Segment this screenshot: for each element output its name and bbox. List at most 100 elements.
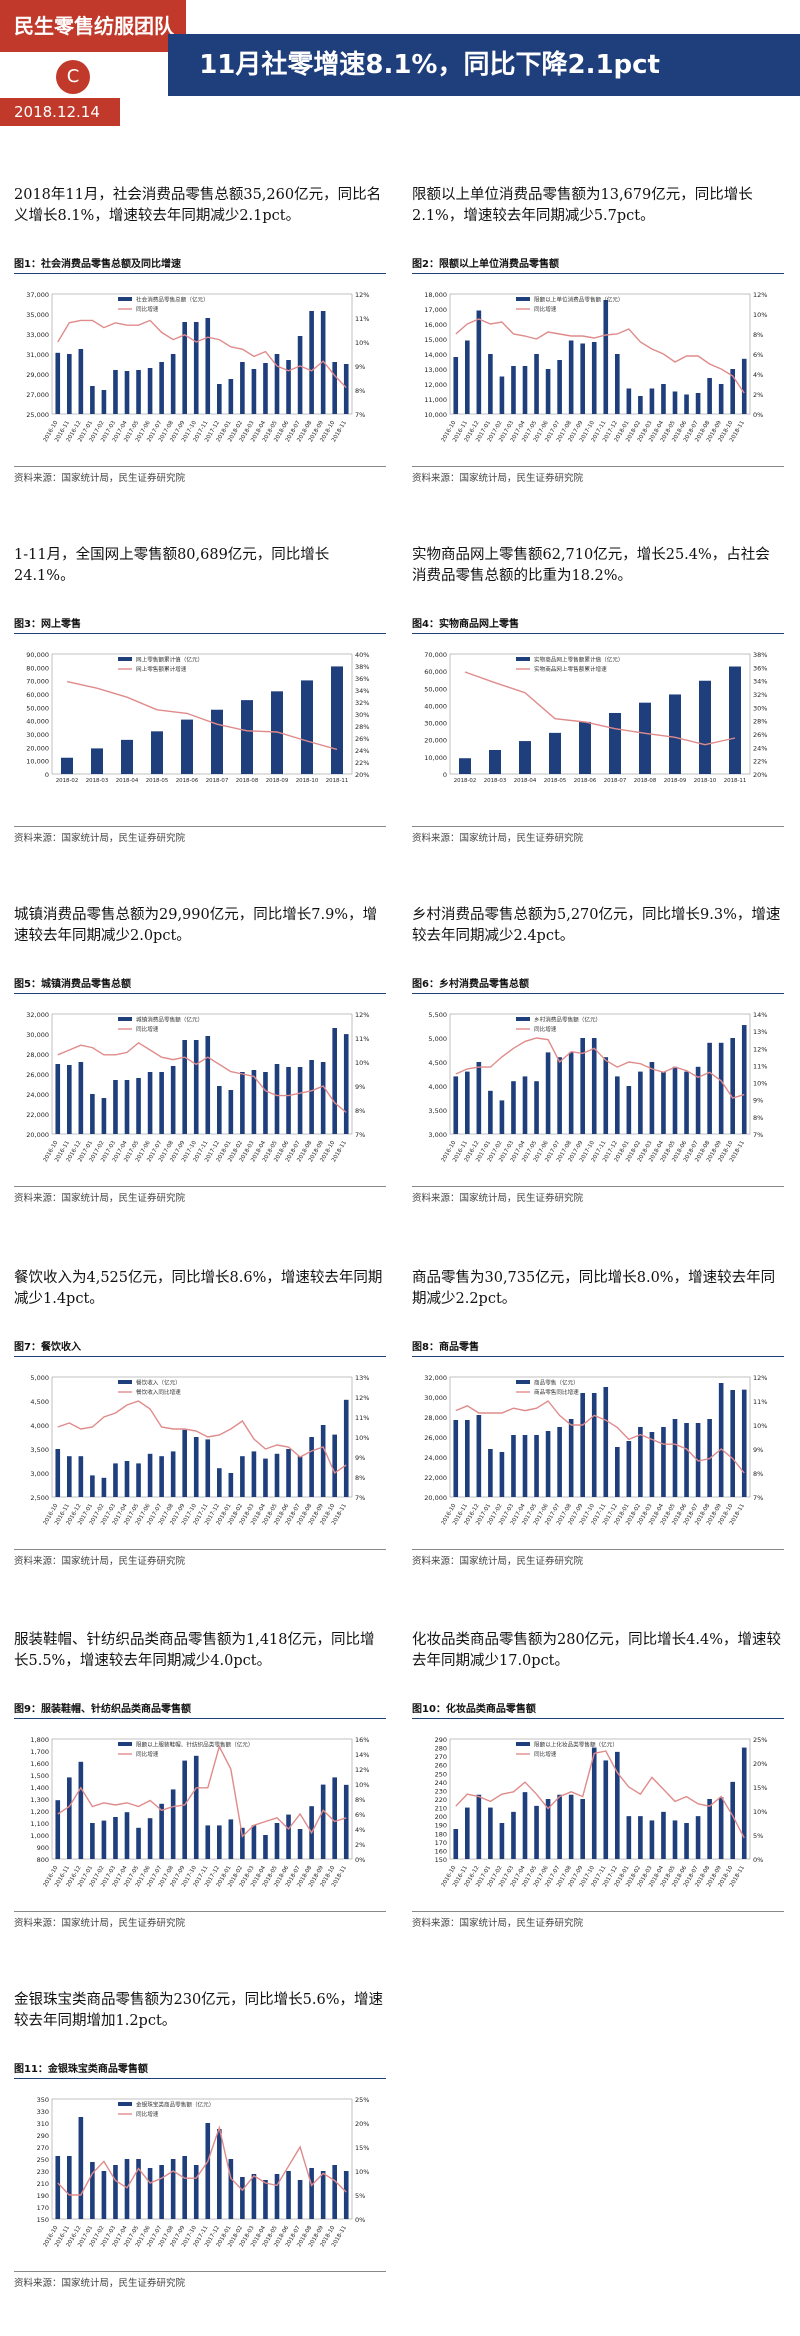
bar <box>557 1057 562 1134</box>
bar <box>170 1451 176 1497</box>
bar <box>707 1042 712 1134</box>
bar <box>332 1434 337 1497</box>
y-tick-label: 170 <box>435 1839 447 1847</box>
y-tick-label: 290 <box>37 2132 49 2140</box>
bar <box>661 1427 666 1497</box>
bar <box>217 1825 222 1859</box>
y2-tick-label: 25% <box>753 1736 767 1744</box>
y-tick-label: 5,000 <box>30 1374 49 1382</box>
legend-line-label: 同比增速 <box>136 1750 159 1758</box>
legend-bar-label: 限额以上单位消费品零售额（亿元） <box>534 296 624 304</box>
y-tick-label: 40,000 <box>26 718 49 726</box>
bar <box>182 2156 187 2219</box>
bar <box>580 343 585 414</box>
legend-line-label: 网上零售额累计增速 <box>136 665 187 673</box>
bar <box>55 2156 61 2219</box>
bar <box>684 394 689 414</box>
bar <box>591 342 597 414</box>
y2-tick-label: 20% <box>753 771 767 779</box>
x-tick-label: 2018-03 <box>484 778 507 784</box>
y2-tick-label: 15% <box>753 1784 767 1792</box>
bar <box>741 1025 747 1134</box>
bar <box>320 1425 326 1497</box>
combo-chart: 10,000 11,000 12,000 13,000 14,000 15,000 16,0… <box>424 291 767 443</box>
bar <box>741 1747 747 1859</box>
bar <box>263 1835 268 1859</box>
combo-chart: 25,000 27,000 29,000 31,000 33,000 35,000 37,0… <box>26 291 369 443</box>
bar <box>488 354 493 414</box>
bar <box>684 1823 689 1859</box>
bar <box>580 1038 585 1134</box>
bar <box>67 1065 72 1134</box>
bar <box>251 1825 257 1859</box>
bar <box>205 1036 211 1134</box>
y-tick-label: 35,000 <box>26 311 49 319</box>
y2-tick-label: 9% <box>753 1097 763 1105</box>
bar <box>332 362 337 414</box>
x-tick-label: 2018-09 <box>664 778 687 784</box>
y2-tick-label: 4% <box>753 371 763 379</box>
legend-line-label: 同比增速 <box>534 1750 557 1758</box>
y2-tick-label: 8% <box>753 1114 763 1122</box>
bar <box>343 1034 349 1134</box>
combo-chart: 20,000 22,000 24,000 26,000 28,000 30,000 32,0… <box>424 1374 767 1526</box>
bar <box>343 364 349 414</box>
legend-line-label: 同比增速 <box>136 1025 159 1033</box>
summary-text: 商品零售为30,735亿元，同比增长8.0%，增速较去年同期减少2.2pct。 <box>412 1270 776 1307</box>
bar <box>309 311 314 414</box>
y2-tick-label: 10% <box>355 2168 369 2176</box>
y2-tick-label: 6% <box>753 351 763 359</box>
bar <box>182 1040 187 1134</box>
bar <box>263 1072 268 1134</box>
bar <box>661 1811 666 1859</box>
y-tick-label: 1,400 <box>30 1784 49 1792</box>
y-tick-label: 150 <box>37 2216 49 2224</box>
legend-line-label: 同比增速 <box>534 1025 557 1033</box>
bar <box>159 1456 164 1497</box>
bar <box>343 1784 349 1859</box>
bar <box>568 1794 574 1859</box>
plot-frame <box>51 1013 353 1135</box>
source-note: 资料来源：国家统计局，民生证券研究院 <box>412 1911 784 1929</box>
y-tick-label: 24,000 <box>424 1454 447 1462</box>
bar <box>124 1461 130 1497</box>
bar <box>591 1393 597 1497</box>
y-tick-label: 200 <box>435 1813 447 1821</box>
bar <box>78 349 84 414</box>
bar <box>193 1040 199 1134</box>
bar <box>101 1098 107 1134</box>
bar <box>251 1070 257 1134</box>
bar <box>286 1449 291 1497</box>
y2-tick-label: 8% <box>355 387 365 395</box>
figure-title: 图9：服装鞋帽、针纺织品类商品零售额 <box>14 1700 386 1719</box>
bar <box>274 1453 280 1497</box>
legend-bar-swatch <box>118 1017 132 1021</box>
source-note: 资料来源：国家统计局，民生证券研究院 <box>14 1549 386 1567</box>
bar <box>729 666 741 774</box>
plot-frame <box>51 2098 353 2220</box>
source-note: 资料来源：国家统计局，民生证券研究院 <box>14 1186 386 1204</box>
y-tick-label: 60,000 <box>26 691 49 699</box>
bar <box>228 2159 234 2219</box>
bar <box>251 2174 257 2219</box>
bar <box>90 386 95 414</box>
bar <box>320 1062 326 1134</box>
bar <box>557 360 562 414</box>
summary-text: 城镇消费品零售总额为29,990亿元，同比增长7.9%，增速较去年同期减少2.0… <box>14 907 378 944</box>
bar <box>519 741 531 774</box>
y-tick-label: 10,000 <box>26 758 49 766</box>
summary-text: 餐饮收入为4,525亿元，同比增长8.6%，增速较去年同期减少1.4pct。 <box>14 1270 383 1307</box>
bar <box>147 1453 153 1497</box>
chart-panel: 化妆品类商品零售额为280亿元，同比增长4.4%，增速较去年同期减少17.0pc… <box>412 1630 784 1929</box>
y2-tick-label: 8% <box>355 1796 365 1804</box>
growth-line <box>57 1041 347 1113</box>
bar <box>78 1761 84 1859</box>
source-note: 资料来源：国家统计局，民生证券研究院 <box>14 2271 386 2289</box>
growth-line <box>455 318 745 394</box>
bar <box>730 1781 735 1859</box>
y-tick-label: 220 <box>435 1796 447 1804</box>
growth-line <box>57 1744 347 1838</box>
bar <box>568 1419 574 1497</box>
y-tick-label: 210 <box>37 2180 49 2188</box>
bar <box>488 1807 493 1859</box>
